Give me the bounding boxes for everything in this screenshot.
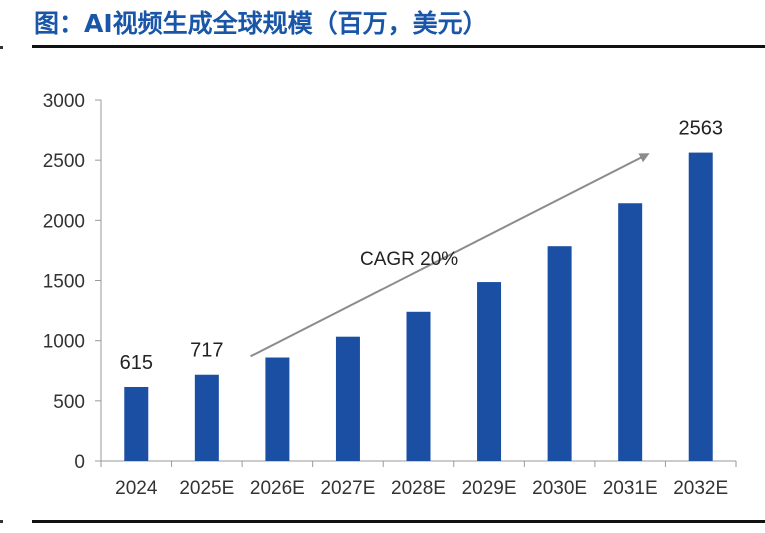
x-tick-label: 2031E: [603, 478, 658, 499]
x-tick-label: 2025E: [179, 478, 234, 499]
bar-2025E: [194, 374, 219, 461]
x-tick-label: 2027E: [320, 478, 375, 499]
bar-2031E: [618, 203, 643, 461]
x-tick-label: 2028E: [391, 478, 446, 499]
y-tick-label: 1500: [43, 272, 85, 293]
data-label-2032E: 2563: [678, 118, 723, 140]
data-label-2025E: 717: [190, 340, 223, 362]
bottom-rule: [32, 520, 765, 523]
bar-2030E: [547, 246, 572, 461]
bar-2024: [124, 386, 149, 461]
cagr-annotation: CAGR 20%: [250, 153, 650, 358]
bar-2026E: [265, 357, 290, 461]
bar-2028E: [406, 311, 431, 461]
x-tick-label: 2030E: [532, 478, 587, 499]
data-label-2024: 615: [120, 352, 153, 374]
y-tick-label: 3000: [43, 91, 85, 112]
bars: [124, 152, 713, 461]
cagr-arrow: [250, 153, 650, 358]
y-tick-label: 2000: [43, 211, 85, 232]
bar-2032E: [688, 152, 713, 461]
bar-2027E: [335, 336, 360, 461]
edge-mark-bottom: [0, 520, 3, 523]
cagr-label: CAGR 20%: [360, 249, 458, 270]
x-tick-label: 2032E: [673, 478, 728, 499]
y-tick-label: 1000: [43, 332, 85, 353]
x-tick-label: 2024: [115, 478, 158, 499]
axes: 0 500 1000 1500 2000 2500 3000 2024 2025E 2026E 20…: [43, 91, 737, 499]
x-tick-label: 2029E: [462, 478, 517, 499]
y-tick-label: 500: [53, 392, 85, 413]
chart-title: 图：AI视频生成全球规模（百万，美元）: [34, 9, 488, 38]
top-rule: [32, 45, 765, 48]
bar-2029E: [477, 282, 502, 461]
y-tick-label: 2500: [43, 151, 85, 172]
data-labels: 615 717 2563: [120, 118, 723, 374]
edge-mark-top: [0, 46, 3, 49]
y-tick-label: 0: [74, 452, 85, 473]
x-tick-label: 2026E: [250, 478, 305, 499]
